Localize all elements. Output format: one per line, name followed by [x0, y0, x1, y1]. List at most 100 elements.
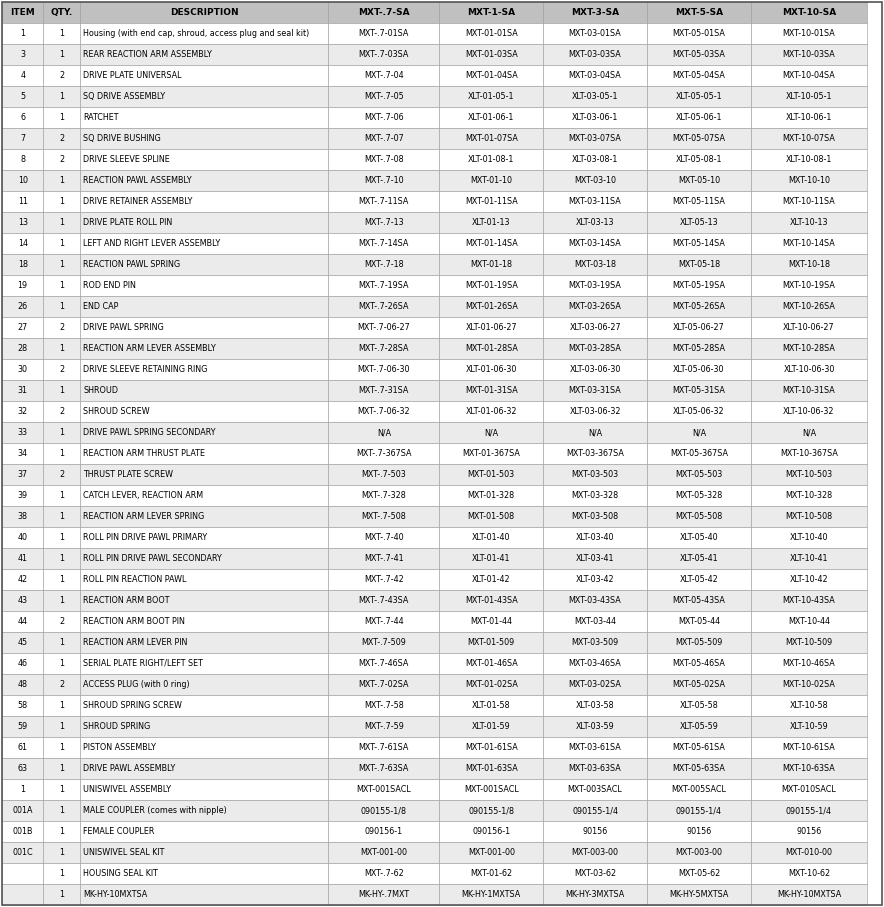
Text: MXT-05-28SA: MXT-05-28SA	[673, 344, 726, 353]
Bar	[647, 2, 751, 23]
Bar	[2, 800, 43, 821]
Text: 42: 42	[18, 575, 27, 584]
Text: MXT-.7-28SA: MXT-.7-28SA	[359, 344, 409, 353]
Bar	[43, 65, 80, 86]
Text: 1: 1	[59, 512, 65, 521]
Bar	[2, 506, 43, 527]
Bar	[43, 779, 80, 800]
Text: 41: 41	[18, 554, 27, 563]
Text: XLT-05-08-1: XLT-05-08-1	[675, 155, 722, 164]
Bar	[647, 380, 751, 401]
Text: XLT-05-06-30: XLT-05-06-30	[674, 365, 725, 374]
Text: MK-HY-1MXTSA: MK-HY-1MXTSA	[461, 890, 521, 899]
Bar	[751, 884, 867, 905]
Text: 2: 2	[59, 407, 65, 416]
Bar	[43, 800, 80, 821]
Bar	[543, 842, 647, 863]
Bar	[751, 632, 867, 653]
Bar	[751, 548, 867, 569]
Text: 1: 1	[59, 848, 65, 857]
Text: MXT-01-02SA: MXT-01-02SA	[465, 680, 518, 689]
Bar	[329, 380, 439, 401]
Text: 11: 11	[18, 197, 27, 206]
Bar	[2, 632, 43, 653]
Bar	[439, 779, 543, 800]
Bar	[43, 170, 80, 191]
Text: DRIVE PAWL ASSEMBLY: DRIVE PAWL ASSEMBLY	[83, 764, 176, 773]
Bar	[2, 821, 43, 842]
Bar	[439, 674, 543, 695]
Bar	[80, 212, 329, 233]
Text: MXT-05-03SA: MXT-05-03SA	[673, 50, 726, 59]
Text: XLT-01-06-30: XLT-01-06-30	[466, 365, 517, 374]
Bar	[543, 548, 647, 569]
Bar	[80, 611, 329, 632]
Bar	[439, 506, 543, 527]
Text: MXT-.7-06-27: MXT-.7-06-27	[357, 323, 410, 332]
Text: MXT-.7-SA: MXT-.7-SA	[358, 8, 409, 17]
Text: MK-HY-.7MXT: MK-HY-.7MXT	[358, 890, 409, 899]
Bar	[647, 590, 751, 611]
Text: MXT-05-328: MXT-05-328	[675, 491, 722, 500]
Text: MXT-10-44: MXT-10-44	[788, 617, 830, 626]
Text: XLT-01-08-1: XLT-01-08-1	[469, 155, 514, 164]
Bar	[647, 338, 751, 359]
Bar	[2, 611, 43, 632]
Text: MXT-05-509: MXT-05-509	[675, 638, 722, 647]
Bar	[329, 23, 439, 44]
Bar	[647, 296, 751, 317]
Bar	[439, 275, 543, 296]
Text: 2: 2	[59, 365, 65, 374]
Bar	[80, 758, 329, 779]
Text: SHROUD SCREW: SHROUD SCREW	[83, 407, 150, 416]
Text: DRIVE SLEEVE RETAINING RING: DRIVE SLEEVE RETAINING RING	[83, 365, 208, 374]
Text: LEFT AND RIGHT LEVER ASSEMBLY: LEFT AND RIGHT LEVER ASSEMBLY	[83, 239, 221, 248]
Text: MXT-03-10: MXT-03-10	[574, 176, 616, 185]
Bar	[329, 590, 439, 611]
Text: MXT-.7-42: MXT-.7-42	[364, 575, 404, 584]
Text: 1: 1	[59, 281, 65, 290]
Bar	[329, 779, 439, 800]
Text: MXT-.7-328: MXT-.7-328	[362, 491, 407, 500]
Bar	[751, 275, 867, 296]
Bar	[647, 275, 751, 296]
Bar	[751, 422, 867, 443]
Bar	[329, 86, 439, 107]
Text: 30: 30	[18, 365, 27, 374]
Text: 32: 32	[18, 407, 27, 416]
Bar	[751, 149, 867, 170]
Text: 48: 48	[18, 680, 27, 689]
Text: MXT-.7-63SA: MXT-.7-63SA	[359, 764, 409, 773]
Text: MXT-05-02SA: MXT-05-02SA	[673, 680, 726, 689]
Bar	[2, 254, 43, 275]
Bar	[543, 779, 647, 800]
Text: MXT-010-00: MXT-010-00	[786, 848, 833, 857]
Text: 27: 27	[18, 323, 27, 332]
Text: MXT-10-509: MXT-10-509	[785, 638, 833, 647]
Bar	[80, 653, 329, 674]
Bar	[543, 149, 647, 170]
Bar	[751, 485, 867, 506]
Bar	[2, 170, 43, 191]
Bar	[647, 695, 751, 716]
Text: MXT-01-62: MXT-01-62	[470, 869, 513, 878]
Text: MXT-03-61SA: MXT-03-61SA	[568, 743, 621, 752]
Text: MXT-.7-02SA: MXT-.7-02SA	[359, 680, 409, 689]
Text: XLT-05-58: XLT-05-58	[680, 701, 719, 710]
Bar	[647, 23, 751, 44]
Bar	[543, 485, 647, 506]
Text: 1: 1	[59, 428, 65, 437]
Bar	[2, 590, 43, 611]
Text: 40: 40	[18, 533, 27, 542]
Text: MXT-001-00: MXT-001-00	[468, 848, 514, 857]
Text: 1: 1	[59, 785, 65, 794]
Text: MXT-.7-367SA: MXT-.7-367SA	[356, 449, 412, 458]
Bar	[439, 464, 543, 485]
Bar	[329, 821, 439, 842]
Text: MXT-.7-509: MXT-.7-509	[362, 638, 407, 647]
Text: 18: 18	[18, 260, 27, 269]
Text: REAR REACTION ARM ASSEMBLY: REAR REACTION ARM ASSEMBLY	[83, 50, 212, 59]
Text: 1: 1	[59, 197, 65, 206]
Text: 2: 2	[59, 71, 65, 80]
Bar	[329, 674, 439, 695]
